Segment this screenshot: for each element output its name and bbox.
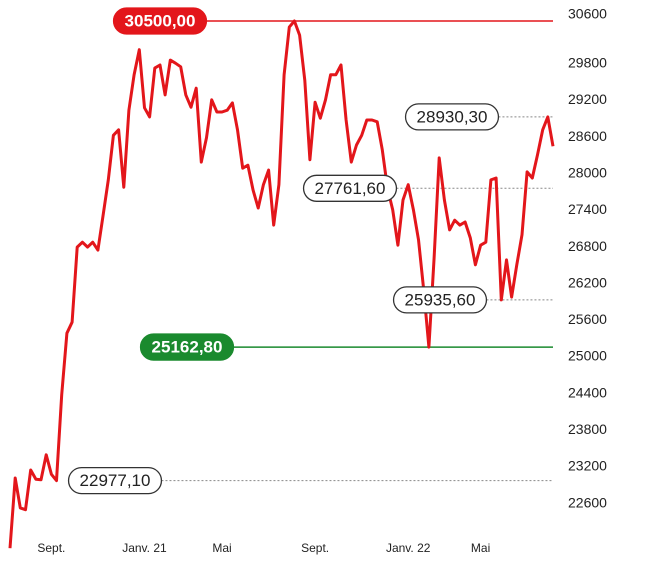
annotation-lines (161, 20, 553, 482)
y-tick-label: 29800 (568, 54, 607, 70)
y-tick-label: 27400 (568, 201, 607, 217)
annotation-box (139, 333, 235, 361)
annotation: 27761,60 (302, 174, 398, 202)
x-tick-label: Sept. (301, 541, 329, 555)
x-tick-label: Mai (471, 541, 490, 555)
x-tick-label: Mai (212, 541, 231, 555)
y-tick-label: 23200 (568, 458, 607, 474)
x-tick-label: Sept. (37, 541, 65, 555)
line-series (8, 19, 555, 549)
y-tick-label: 23800 (568, 421, 607, 437)
y-tick-label: 28000 (568, 164, 607, 180)
annotation-label: 22977,10 (80, 471, 151, 490)
annotation-box (302, 174, 398, 202)
annotation: 25935,60 (392, 286, 488, 314)
annotation-label: 28930,30 (417, 107, 488, 126)
annotation-label: 25935,60 (405, 290, 476, 309)
y-tick-label: 22600 (568, 494, 607, 510)
annotation-box (404, 103, 500, 131)
y-tick-label: 25000 (568, 348, 607, 364)
annotation-label: 25162,80 (152, 338, 223, 357)
y-tick-label: 24400 (568, 384, 607, 400)
y-tick-label: 30600 (568, 6, 607, 22)
annotation-box (392, 286, 488, 314)
annotation: 25162,80 (139, 333, 235, 361)
y-tick-label: 28600 (568, 128, 607, 144)
x-tick-label: Janv. 22 (386, 541, 431, 555)
y-tick-label: 26800 (568, 238, 607, 254)
annotation-label: 27761,60 (315, 179, 386, 198)
annotation-box (67, 466, 163, 495)
y-tick-label: 29200 (568, 91, 607, 107)
annotation-label: 30500,00 (125, 12, 196, 31)
annotations: 30500,00 28930,30 27761,60 25935,60 25162,80… (67, 7, 500, 495)
x-tick-label: Janv. 21 (122, 541, 167, 555)
annotation: 30500,00 (112, 7, 208, 35)
y-tick-label: 26200 (568, 274, 607, 290)
annotation-box (112, 7, 208, 35)
y-tick-label: 25600 (568, 311, 607, 327)
annotation: 22977,10 (67, 466, 163, 495)
annotation: 28930,30 (404, 103, 500, 131)
